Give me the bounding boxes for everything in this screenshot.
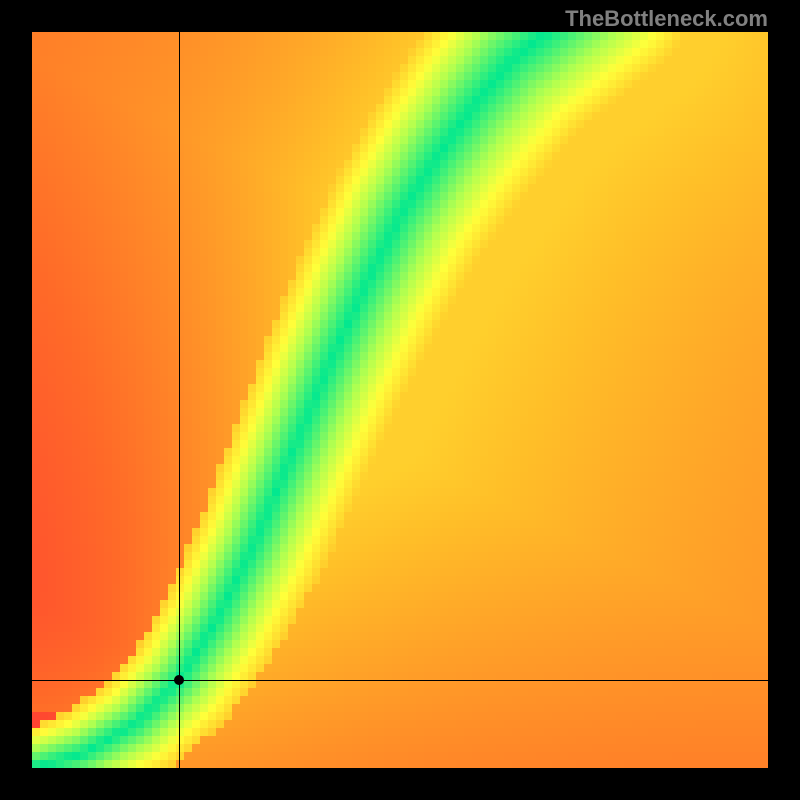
bottleneck-heatmap [32, 32, 768, 768]
crosshair-dot [174, 675, 184, 685]
chart-container: TheBottleneck.com [0, 0, 800, 800]
crosshair-horizontal-line [32, 680, 768, 681]
watermark-label: TheBottleneck.com [565, 6, 768, 32]
crosshair-vertical-line [179, 32, 180, 768]
